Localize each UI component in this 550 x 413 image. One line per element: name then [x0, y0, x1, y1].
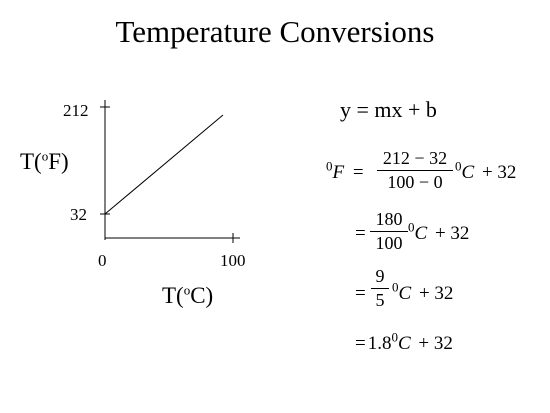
x-axis-label: T(oC)	[162, 282, 214, 308]
derivation-line-1-rhs: 0C + 32	[455, 158, 517, 183]
x-tick-label-100: 100	[220, 251, 246, 270]
conversion-line	[104, 114, 224, 215]
fraction-3: 9 5	[371, 266, 389, 311]
derivation-line-2-rhs: 0C + 32	[408, 219, 470, 244]
slide-title: Temperature Conversions	[115, 14, 435, 49]
derivation-line-4: = 1.80C + 32	[355, 329, 453, 354]
derivation-line-1: 0F =	[326, 158, 364, 183]
fraction-1: 212 − 32 100 − 0	[377, 148, 453, 193]
derivation-line-3-rhs: 0C + 32	[392, 279, 454, 304]
derivation-line-3: =	[355, 283, 366, 304]
derivation-line-2: =	[355, 223, 366, 244]
x-tick-label-0: 0	[98, 251, 107, 270]
general-equation: y = mx + b	[340, 97, 437, 122]
y-axis-label: T(oF)	[20, 148, 69, 174]
y-tick-label-32: 32	[70, 205, 87, 224]
y-tick-label-212: 212	[63, 101, 89, 120]
fraction-2: 180 100	[370, 209, 408, 254]
